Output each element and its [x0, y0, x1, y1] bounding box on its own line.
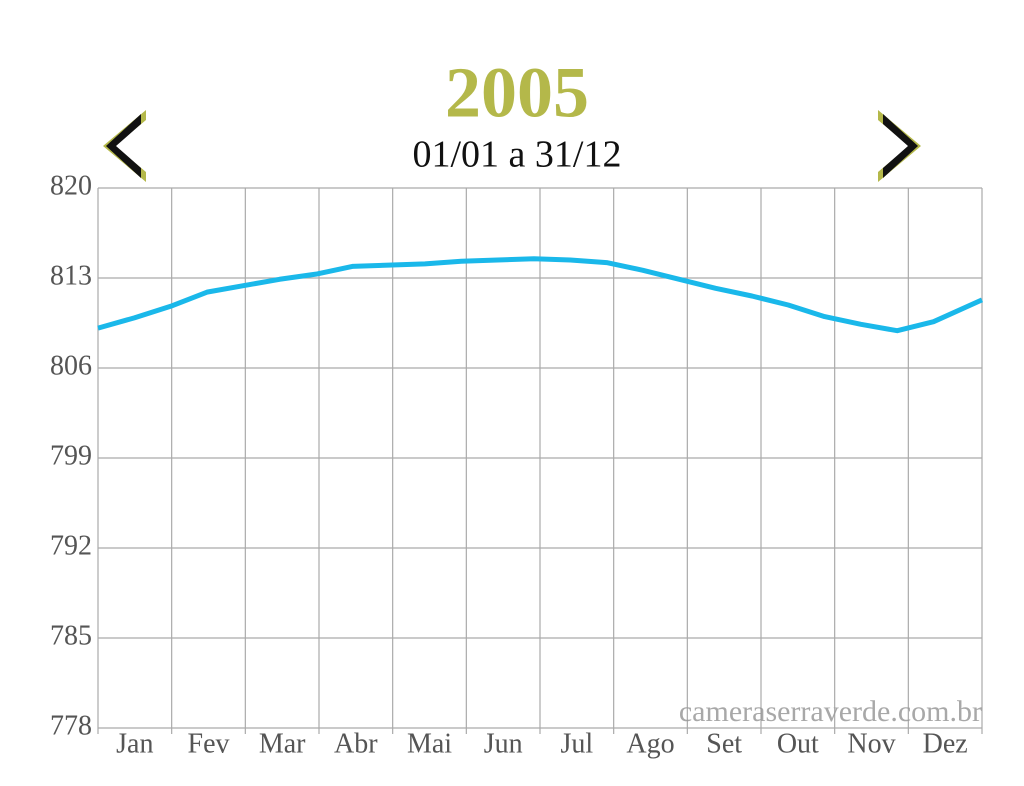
y-tick-label: 813	[50, 260, 92, 291]
y-tick-label: 806	[50, 350, 92, 381]
y-tick-label: 778	[50, 710, 92, 741]
x-tick-label: Out	[777, 728, 819, 759]
y-tick-label: 820	[50, 170, 92, 201]
data-line	[97, 256, 984, 334]
x-tick-label: Abr	[334, 728, 378, 759]
x-tick-label: Set	[706, 728, 742, 759]
x-tick-label: Mar	[259, 728, 306, 759]
x-tick-label: Jun	[484, 728, 523, 759]
x-tick-label: Jan	[116, 728, 153, 759]
next-button[interactable]	[878, 110, 921, 182]
x-tick-label: Dez	[923, 728, 968, 759]
x-tick-label: Nov	[847, 728, 895, 759]
x-tick-label: Jul	[560, 728, 593, 759]
x-tick-label: Mai	[407, 728, 452, 759]
y-tick-label: 785	[50, 620, 92, 651]
y-tick-label: 792	[50, 530, 92, 561]
chart-subtitle: 01/01 a 31/12	[413, 134, 622, 176]
chart-title: 2005	[445, 53, 589, 133]
x-tick-label: Fev	[188, 728, 230, 759]
y-tick-label: 799	[50, 440, 92, 471]
x-tick-label: Ago	[626, 728, 674, 759]
prev-button[interactable]	[103, 110, 146, 182]
watermark: cameraserraverde.com.br	[679, 695, 982, 728]
